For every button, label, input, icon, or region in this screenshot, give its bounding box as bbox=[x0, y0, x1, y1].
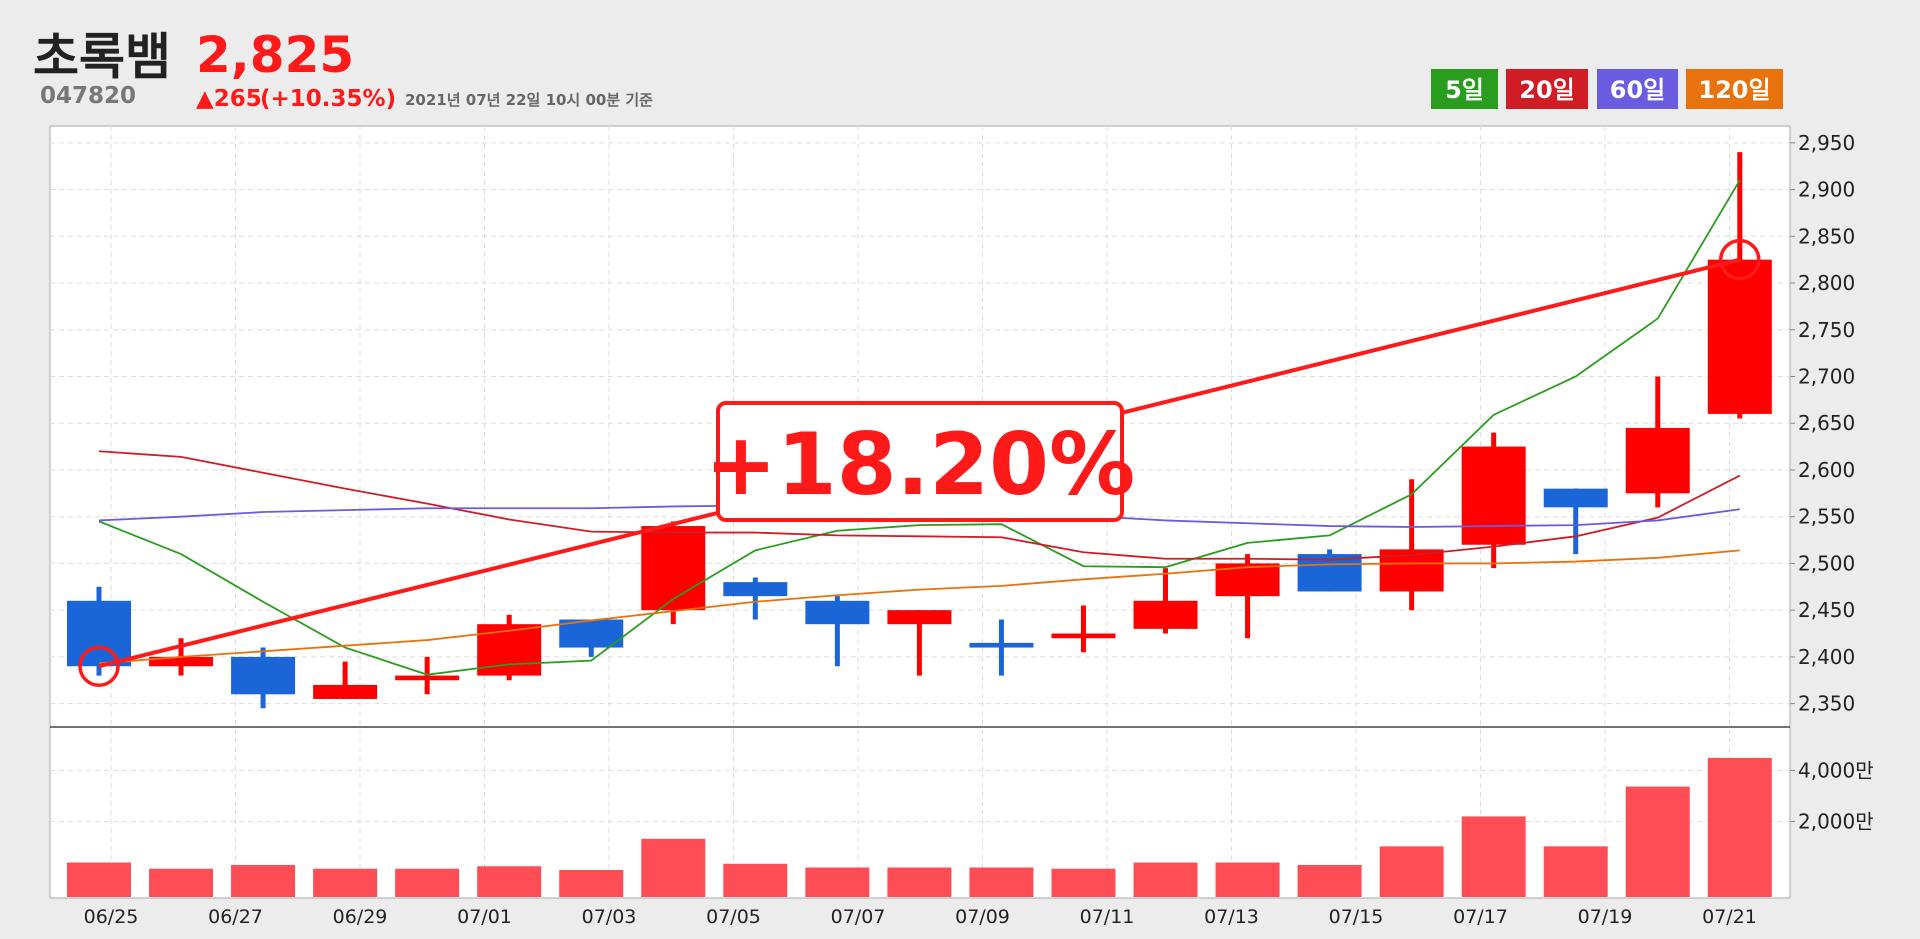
volume-bar bbox=[1215, 862, 1280, 897]
candle-body bbox=[723, 582, 788, 597]
volume-bar bbox=[805, 867, 870, 897]
candle-body bbox=[231, 656, 296, 695]
moving-average-line bbox=[98, 179, 1741, 676]
volume-bar bbox=[477, 866, 542, 897]
legend-button-bg bbox=[1597, 69, 1678, 109]
volume-bar bbox=[1543, 846, 1608, 897]
y-tick-label: 2,650 bbox=[1798, 411, 1855, 435]
candle-body bbox=[641, 526, 706, 611]
volume-bar bbox=[231, 864, 296, 897]
legend-button-bg bbox=[1506, 69, 1588, 109]
x-tick-label: 06/25 bbox=[84, 906, 139, 928]
annotation-box bbox=[716, 401, 1124, 522]
legend-label: 5일 bbox=[1445, 76, 1484, 104]
volume-bar bbox=[1379, 846, 1444, 897]
volume-bar bbox=[1461, 816, 1526, 897]
y-tick-label: 2,850 bbox=[1798, 224, 1855, 248]
legend-button-bg bbox=[1431, 69, 1498, 109]
candle-body bbox=[67, 600, 131, 667]
x-tick-label: 07/17 bbox=[1453, 906, 1508, 928]
y-tick-label: 2,800 bbox=[1798, 271, 1855, 295]
y-tick-label: 2,900 bbox=[1798, 178, 1855, 202]
start-marker bbox=[78, 645, 120, 687]
y-tick-label: 2,350 bbox=[1798, 692, 1855, 716]
x-tick-label: 07/01 bbox=[457, 906, 512, 928]
x-tick-label: 07/09 bbox=[955, 906, 1010, 928]
legend-button[interactable]: 120일 bbox=[1686, 69, 1783, 109]
y-tick-label: 2,400 bbox=[1798, 645, 1855, 669]
x-tick-label: 07/13 bbox=[1204, 906, 1259, 928]
end-marker bbox=[1719, 238, 1761, 281]
legend-button[interactable]: 20일 bbox=[1506, 69, 1588, 109]
x-tick-label: 07/05 bbox=[706, 906, 761, 928]
x-tick-label: 06/29 bbox=[333, 906, 388, 928]
candle-body bbox=[149, 656, 214, 667]
volume-bar bbox=[1297, 864, 1362, 897]
candle-body bbox=[1133, 600, 1198, 629]
y-tick-label: 2,750 bbox=[1798, 318, 1855, 342]
moving-average-line bbox=[98, 549, 1740, 665]
timestamp: 2021년 07년 22일 10시 00분 기준 bbox=[405, 91, 653, 109]
candle-body bbox=[887, 610, 952, 625]
volume-bar bbox=[313, 868, 378, 897]
moving-average-line bbox=[98, 450, 1741, 561]
x-tick-label: 07/21 bbox=[1702, 906, 1757, 928]
volume-bar bbox=[887, 867, 952, 897]
volume-bar bbox=[559, 869, 624, 897]
change-pct: (+10.35%) bbox=[260, 86, 396, 112]
legend-label: 120일 bbox=[1698, 76, 1770, 104]
volume-bar bbox=[395, 868, 460, 897]
y-tick-label: 2,450 bbox=[1798, 598, 1855, 622]
y-tick-label: 2,600 bbox=[1798, 458, 1855, 482]
candle-body bbox=[559, 619, 624, 648]
volume-bar bbox=[969, 867, 1034, 897]
volume-bar bbox=[1051, 868, 1116, 897]
candle-body bbox=[313, 684, 378, 699]
legend-button-bg bbox=[1686, 69, 1783, 109]
stock-name: 초록뱀 bbox=[33, 28, 171, 86]
volume-bar bbox=[641, 838, 706, 897]
candle-body bbox=[1461, 446, 1526, 545]
x-tick-label: 07/07 bbox=[831, 906, 886, 928]
legend-label: 20일 bbox=[1519, 76, 1574, 104]
candle-body bbox=[1051, 633, 1116, 639]
candle-body bbox=[1543, 488, 1608, 508]
candle-body bbox=[805, 600, 870, 625]
x-tick-label: 07/11 bbox=[1080, 906, 1135, 928]
candle-body bbox=[395, 675, 460, 681]
legend-label: 60일 bbox=[1610, 76, 1665, 104]
stock-code: 047820 bbox=[40, 83, 136, 109]
annotation-text: +18.20% bbox=[705, 415, 1135, 515]
volume-bar bbox=[723, 863, 788, 897]
y-tick-label: 2,550 bbox=[1798, 505, 1855, 529]
x-tick-label: 07/03 bbox=[582, 906, 637, 928]
candle-body bbox=[1707, 259, 1772, 414]
change: ▲265 bbox=[196, 86, 262, 112]
x-tick-label: 07/19 bbox=[1578, 906, 1633, 928]
x-tick-label: 07/15 bbox=[1329, 906, 1384, 928]
x-tick-label: 06/27 bbox=[208, 906, 263, 928]
volume-tick-label: 4,000만 bbox=[1798, 758, 1874, 782]
volume-bar bbox=[67, 862, 131, 897]
y-tick-label: 2,950 bbox=[1798, 131, 1855, 155]
candle-body bbox=[969, 642, 1034, 648]
legend-button[interactable]: 5일 bbox=[1431, 69, 1498, 109]
y-tick-label: 2,500 bbox=[1798, 551, 1855, 575]
y-tick-label: 2,700 bbox=[1798, 364, 1855, 388]
legend-button[interactable]: 60일 bbox=[1597, 69, 1678, 109]
price: 2,825 bbox=[196, 26, 354, 84]
volume-bar bbox=[1707, 757, 1772, 897]
volume-bar bbox=[149, 868, 214, 897]
candle-body bbox=[1625, 427, 1690, 494]
volume-bar bbox=[1625, 786, 1690, 897]
volume-tick-label: 2,000만 bbox=[1798, 809, 1874, 833]
volume-bar bbox=[1133, 862, 1198, 897]
